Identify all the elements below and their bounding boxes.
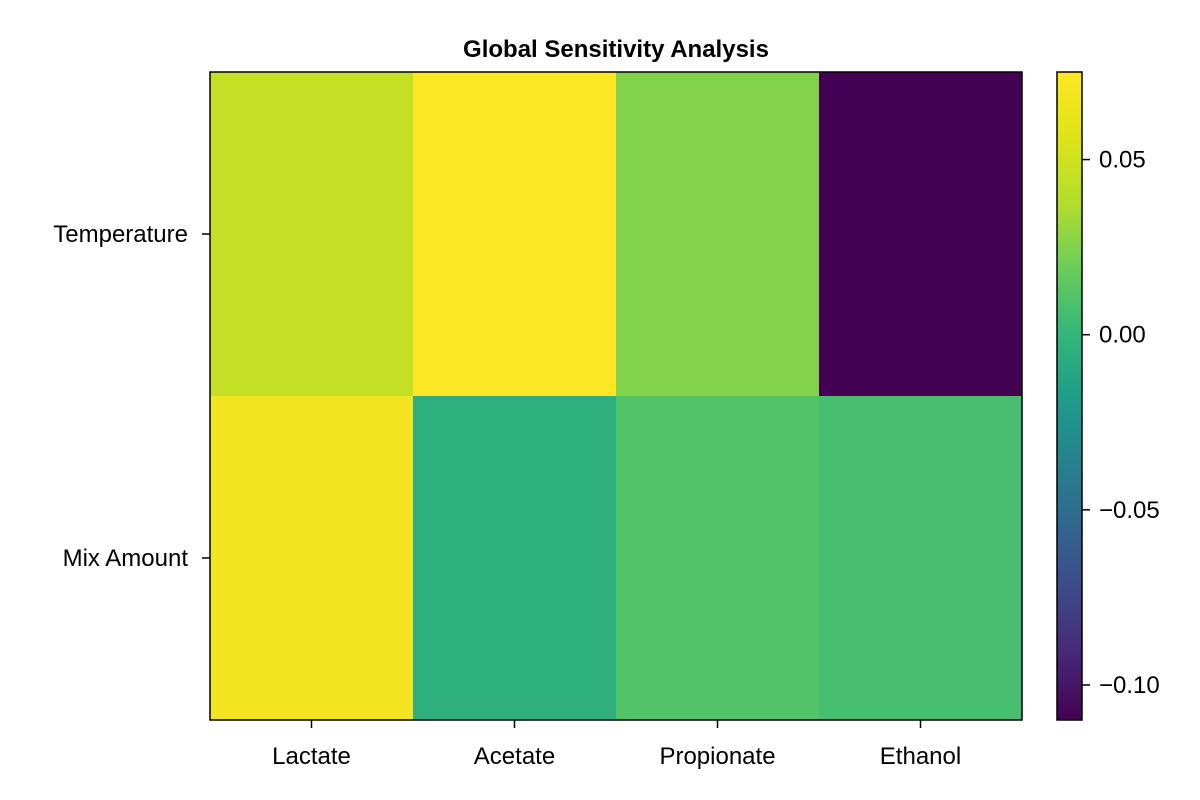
y-tick-label: Mix Amount xyxy=(63,545,189,572)
colorbar-tick-label: 0.05 xyxy=(1099,147,1146,174)
heatmap-cell-temperature-lactate xyxy=(210,72,414,397)
x-tick-label: Lactate xyxy=(272,743,351,770)
x-tick-label: Ethanol xyxy=(880,743,961,770)
x-tick-label: Propionate xyxy=(659,743,775,770)
colorbar-tick-label: −0.10 xyxy=(1099,672,1160,699)
chart-title: Global Sensitivity Analysis xyxy=(463,36,769,63)
colorbar-ticks: 0.05 0.00 −0.05 −0.10 xyxy=(1082,147,1160,699)
heatmap-cell-temperature-acetate xyxy=(413,72,617,397)
y-axis-ticks: Temperature Mix Amount xyxy=(53,221,210,572)
plot-frame xyxy=(209,71,1023,721)
heatmap-cell-mix-amount-acetate xyxy=(413,396,617,721)
heatmap-cell-temperature-propionate xyxy=(616,72,820,397)
heatmap-cell-mix-amount-lactate xyxy=(210,396,414,721)
heatmap-cell-mix-amount-ethanol xyxy=(819,396,1023,721)
heatmap-cell-mix-amount-propionate xyxy=(616,396,820,721)
colorbar-tick-label: −0.05 xyxy=(1099,497,1160,524)
y-tick-label: Temperature xyxy=(53,221,188,248)
colorbar-tick-label: 0.00 xyxy=(1099,322,1146,349)
x-tick-label: Acetate xyxy=(474,743,555,770)
heatmap-cell-temperature-ethanol xyxy=(819,72,1023,397)
heatmap-cells xyxy=(210,72,1023,721)
x-axis-ticks: Lactate Acetate Propionate Ethanol xyxy=(272,720,961,770)
colorbar xyxy=(1056,71,1083,721)
